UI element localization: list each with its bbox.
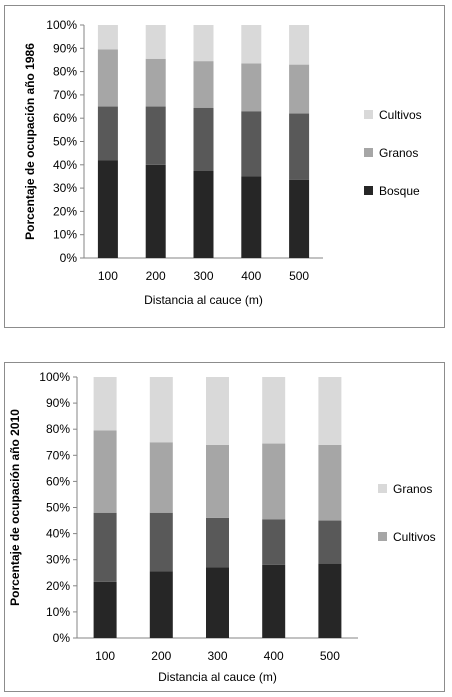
x-tick-label: 100 <box>98 269 118 283</box>
legend-label: Bosque <box>379 184 420 198</box>
bar-segment <box>145 164 166 258</box>
bar-segment <box>93 430 117 513</box>
bar-segment <box>241 25 262 64</box>
y-tick-label: 100% <box>39 370 70 384</box>
y-tick-label: 90% <box>53 41 77 55</box>
bar-segment <box>241 111 262 177</box>
y-tick-label: 20% <box>46 579 70 593</box>
chart-panel-1986: 0% 10% 20% 30% 40% 50% 60% 70% 80% 90% 100% 100 200 3… <box>4 5 445 328</box>
bar-segment <box>318 377 342 445</box>
bar-segment <box>97 49 118 107</box>
bar-segment <box>149 512 173 572</box>
bar-segment <box>193 25 214 62</box>
y-axis-title: Porcentaje de ocupación año 2010 <box>8 409 22 606</box>
chart-2010: 0% 10% 20% 30% 40% 50% 60% 70% 80% 90% 100% 100 200 3… <box>8 370 436 684</box>
bar-segment <box>149 377 173 443</box>
x-tick-label: 100 <box>95 649 115 663</box>
y-tick-label: 70% <box>46 448 70 462</box>
bar-segment <box>206 517 229 568</box>
bar-segment <box>93 581 117 638</box>
x-tick-label: 400 <box>264 649 284 663</box>
bar-segment <box>318 520 342 564</box>
bar-segment <box>149 571 173 638</box>
bar-segment <box>318 444 342 521</box>
chart-panel-2010: 0% 10% 20% 30% 40% 50% 60% 70% 80% 90% 100% 100 200 3… <box>4 362 445 692</box>
legend-swatch <box>364 148 373 157</box>
bar-segment <box>93 512 117 582</box>
bar-segment <box>289 179 310 258</box>
y-tick-label: 80% <box>53 65 77 79</box>
bar-segment <box>93 377 117 431</box>
legend-label: Granos <box>379 146 418 160</box>
x-tick-label: 400 <box>241 269 261 283</box>
bar-segment <box>97 160 118 258</box>
bar-segment <box>97 106 118 161</box>
y-tick-label: 10% <box>53 228 77 242</box>
bar-segment <box>289 64 310 114</box>
y-tick-label: 60% <box>53 111 77 125</box>
y-tick-label: 40% <box>46 527 70 541</box>
bar-segment <box>241 176 262 258</box>
x-tick-label: 300 <box>193 269 213 283</box>
y-tick-label: 0% <box>53 631 71 645</box>
bar-segment <box>262 377 286 444</box>
y-axis-title: Porcentaje de ocupación año 1986 <box>23 43 37 240</box>
y-tick-label: 50% <box>46 501 70 515</box>
legend-swatch <box>364 110 373 119</box>
legend-label: Cultivos <box>393 530 436 544</box>
bar-segment <box>318 563 342 638</box>
x-tick-label: 300 <box>207 649 227 663</box>
bar-segment <box>289 25 310 65</box>
bar-segment <box>193 170 214 258</box>
y-tick-label: 0% <box>60 251 78 265</box>
y-tick-label: 80% <box>46 422 70 436</box>
bar-segment <box>145 58 166 107</box>
bar-segment <box>206 377 229 445</box>
bar-segment <box>262 564 286 638</box>
y-tick-label: 90% <box>46 396 70 410</box>
x-tick-label: 200 <box>151 649 171 663</box>
x-tick-label: 500 <box>289 269 309 283</box>
legend-label: Granos <box>393 482 432 496</box>
bar-segment <box>193 107 214 171</box>
legend-swatch <box>378 532 387 541</box>
bar-segment <box>206 567 229 638</box>
bar-segment <box>289 113 310 180</box>
bar-segment <box>262 443 286 520</box>
legend-swatch <box>378 484 387 493</box>
bar-segment <box>206 444 229 518</box>
bar-segment <box>262 519 286 565</box>
y-tick-label: 70% <box>53 88 77 102</box>
y-tick-label: 20% <box>53 204 77 218</box>
y-tick-label: 30% <box>53 181 77 195</box>
legend-swatch <box>364 186 373 195</box>
y-tick-label: 40% <box>53 158 77 172</box>
x-tick-label: 200 <box>146 269 166 283</box>
y-tick-label: 100% <box>46 18 77 32</box>
bar-segment <box>145 106 166 165</box>
bar-segment <box>193 61 214 108</box>
y-tick-label: 50% <box>53 135 77 149</box>
x-tick-label: 500 <box>320 649 340 663</box>
x-axis-title: Distancia al cauce (m) <box>144 293 263 307</box>
bar-segment <box>149 442 173 513</box>
legend-label: Cultivos <box>379 108 422 122</box>
bar-segment <box>97 25 118 50</box>
y-tick-label: 10% <box>46 605 70 619</box>
y-tick-label: 60% <box>46 474 70 488</box>
bar-segment <box>145 25 166 59</box>
y-tick-label: 30% <box>46 553 70 567</box>
chart-1986: 0% 10% 20% 30% 40% 50% 60% 70% 80% 90% 100% 100 200 3… <box>23 18 422 307</box>
x-axis-title: Distancia al cauce (m) <box>158 670 277 684</box>
bar-segment <box>241 63 262 112</box>
